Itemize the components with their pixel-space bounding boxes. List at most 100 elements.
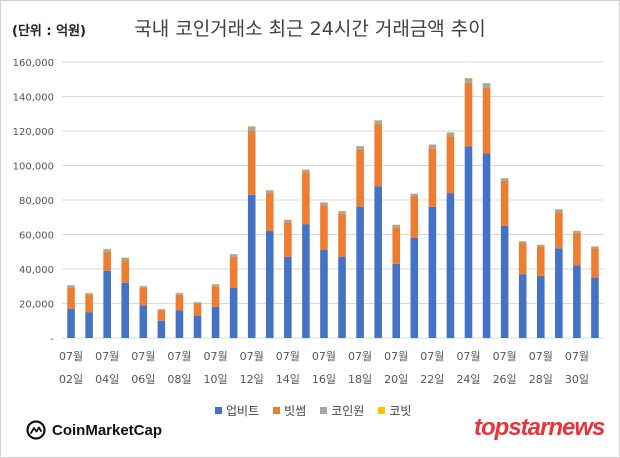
x-tick-label-day: 12일 — [240, 372, 264, 386]
legend-swatch-coinone — [320, 407, 328, 414]
bar-segment-korbit — [247, 126, 256, 127]
bar-segment-upbit — [103, 270, 111, 338]
bar-segment-upbit — [464, 146, 473, 338]
bar-segment-coinone — [157, 309, 166, 311]
bar-segment-coinone — [85, 293, 93, 295]
bar-segment-bithumb — [265, 193, 274, 232]
bar-segment-bithumb — [121, 260, 130, 283]
bar-segment-bithumb — [500, 181, 509, 226]
bar-segment-bithumb — [139, 287, 148, 306]
bar-segment-bithumb — [193, 303, 202, 316]
legend: 업비트 빗썸 코인원 코빗 — [215, 402, 411, 419]
bar-segment-upbit — [338, 256, 346, 338]
bar-segment-upbit — [374, 186, 382, 338]
bar-segment-bithumb — [103, 251, 111, 271]
bar-segment-coinone — [392, 225, 401, 228]
x-tick-label-day: 18일 — [348, 372, 372, 386]
x-tick-label-day: 26일 — [493, 372, 517, 386]
bar-segment-bithumb — [555, 212, 563, 249]
x-tick-label-day: 16일 — [312, 372, 336, 386]
unit-label: (단위 : 억원) — [12, 24, 86, 39]
bar-segment-upbit — [247, 194, 256, 338]
bar-segment-bithumb — [410, 196, 419, 238]
bar-segment-bithumb — [320, 205, 328, 251]
x-tick-label-month: 07월 — [384, 350, 408, 363]
bar-segment-bithumb — [284, 222, 292, 257]
bar-segment-upbit — [193, 315, 202, 338]
topstarnews-logo: topstarnews — [474, 414, 605, 441]
bar-segment-coinone — [265, 190, 274, 194]
bar-segment-bithumb — [374, 124, 382, 187]
x-tick-label-month: 07월 — [204, 350, 228, 363]
bar-segment-bithumb — [446, 136, 455, 194]
bar-segment-coinone — [211, 284, 220, 287]
bar-segment-coinone — [284, 219, 292, 223]
y-tick-label: 20,000 — [19, 300, 54, 311]
bar-segment-coinone — [500, 178, 509, 182]
bar-segment-bithumb — [518, 243, 527, 275]
bar-segment-bithumb — [247, 131, 256, 195]
x-tick-label-month: 07월 — [312, 350, 336, 363]
x-tick-label-day: 10일 — [204, 372, 228, 386]
x-tick-label-month: 07월 — [167, 350, 191, 363]
legend-item-upbit: 업비트 — [215, 402, 259, 419]
bar-segment-coinone — [464, 78, 473, 83]
x-tick-label-month: 07월 — [131, 350, 155, 363]
x-tick-label-day: 30일 — [565, 372, 589, 386]
bar-segment-korbit — [464, 77, 473, 79]
bar-segment-coinone — [193, 302, 202, 304]
bar-segment-upbit — [428, 206, 437, 338]
x-tick-label-month: 07월 — [348, 350, 372, 363]
bar-segment-coinone — [302, 169, 310, 173]
bar-segment-coinone — [67, 285, 75, 288]
bar-segment-coinone — [428, 144, 437, 149]
bar-segment-coinone — [247, 126, 256, 131]
x-tick-label-month: 07월 — [276, 350, 300, 363]
x-tick-label-day: 02일 — [59, 372, 83, 386]
y-tick-label: 60,000 — [19, 231, 54, 242]
bar-segment-bithumb — [338, 213, 346, 257]
bar-segment-coinone — [536, 244, 545, 247]
x-tick-label-day: 14일 — [276, 372, 300, 386]
x-tick-label-day: 06일 — [131, 372, 155, 386]
legend-item-korbit: 코빗 — [378, 402, 411, 419]
bar-segment-bithumb — [211, 286, 220, 307]
x-tick-label-day: 24일 — [456, 372, 480, 386]
legend-label-korbit: 코빗 — [389, 404, 412, 418]
coinmarketcap-icon — [26, 420, 46, 440]
y-tick-label: 40,000 — [19, 265, 54, 276]
legend-label-coinone: 코인원 — [331, 404, 365, 418]
x-tick-label-month: 07월 — [420, 350, 444, 363]
bar-segment-upbit — [536, 275, 545, 338]
bar-segment-upbit — [320, 250, 328, 338]
bar-segment-bithumb — [67, 287, 75, 309]
bar-segment-bithumb — [464, 82, 473, 147]
bar-segment-korbit — [356, 146, 364, 147]
bar-segment-bithumb — [536, 246, 545, 276]
bar-segment-coinone — [410, 193, 419, 197]
bar-segment-coinone — [103, 249, 111, 252]
x-tick-label-month: 07월 — [456, 350, 480, 363]
bar-segment-bithumb — [573, 232, 581, 266]
legend-label-upbit: 업비트 — [226, 404, 260, 418]
x-tick-label-month: 07월 — [240, 350, 264, 363]
x-tick-label-month: 07월 — [493, 350, 517, 363]
legend-item-bithumb: 빗썸 — [273, 402, 306, 419]
bar-segment-korbit — [374, 120, 382, 121]
bar-segment-upbit — [175, 310, 184, 338]
coinmarketcap-logo-text: CoinMarketCap — [52, 421, 163, 439]
bar-segment-upbit — [121, 282, 130, 338]
legend-swatch-bithumb — [273, 407, 281, 414]
bar-segment-upbit — [573, 265, 581, 338]
x-tick-label-day: 22일 — [420, 372, 444, 386]
bar-segment-coinone — [573, 231, 581, 233]
bar-segment-bithumb — [85, 294, 93, 313]
bar-segment-bithumb — [157, 310, 166, 321]
bar-segment-upbit — [85, 312, 93, 338]
bar-segment-bithumb — [229, 256, 238, 288]
bar-segment-bithumb — [392, 227, 401, 264]
bar-segment-coinone — [482, 83, 491, 88]
y-tick-label: - — [50, 334, 54, 345]
x-tick-label-day: 28일 — [529, 372, 553, 386]
